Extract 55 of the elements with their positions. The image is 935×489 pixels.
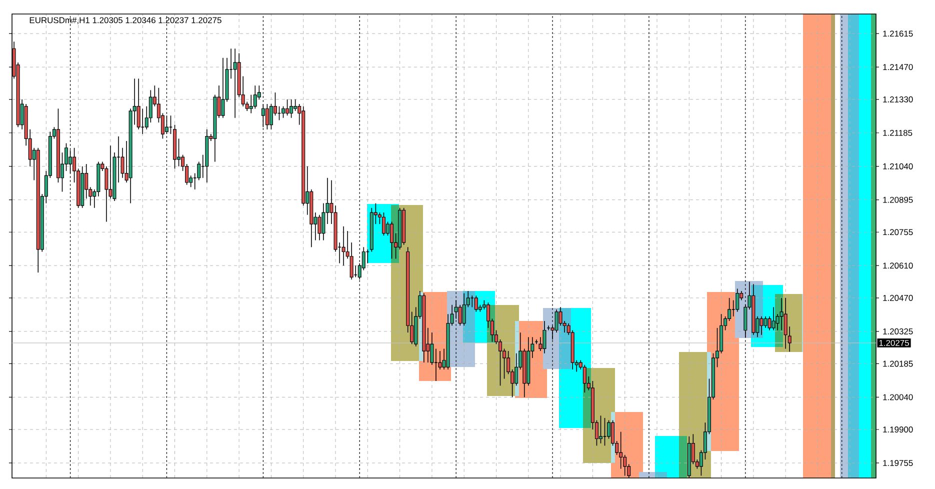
candlestick: [342, 226, 346, 266]
y-tick-label: 1.20040: [883, 394, 913, 400]
y-tick-label: 1.20185: [883, 360, 913, 367]
candlestick: [140, 108, 144, 134]
candlestick: [474, 295, 478, 312]
candlestick: [764, 316, 768, 328]
candlestick: [434, 348, 438, 382]
candlestick: [233, 48, 237, 118]
candlestick: [290, 98, 294, 118]
candlestick: [602, 418, 607, 446]
candlestick: [136, 78, 140, 130]
y-tick-label: 1.20895: [883, 196, 913, 203]
candlestick: [470, 295, 474, 308]
candlestick: [619, 431, 623, 470]
y-tick-label: 1.20470: [883, 294, 913, 301]
candlestick: [784, 298, 788, 350]
candlestick: [607, 420, 611, 440]
candlestick: [322, 202, 326, 241]
candlestick: [168, 115, 173, 134]
candlestick: [546, 325, 550, 331]
y-tick-label: 1.19900: [883, 426, 913, 432]
y-tick-label: 1.20325: [883, 328, 913, 334]
candlestick: [458, 304, 462, 326]
y-tick-label: 1.21615: [883, 30, 913, 37]
candlestick: [772, 306, 776, 331]
candlestick: [221, 57, 225, 118]
candlestick: [542, 320, 546, 354]
candlestick: [286, 98, 290, 116]
candlestick: [598, 415, 602, 444]
candlestick: [462, 292, 466, 326]
y-tick-label: 1.21040: [883, 163, 913, 170]
candlestick: [554, 309, 558, 333]
candlestick: [736, 288, 740, 312]
y-tick-label: 1.19755: [883, 460, 913, 466]
y-tick-label: 1.20755: [883, 229, 913, 236]
candlestick: [265, 104, 269, 130]
candlestick: [760, 316, 764, 336]
y-tick-label: 1.21330: [883, 96, 913, 102]
candlestick: [282, 106, 286, 118]
y-tick-label: 1.21185: [883, 130, 912, 136]
candlestick: [623, 454, 627, 476]
y-tick-label: 1.21470: [883, 64, 913, 70]
ref-line-label: 1.20275: [879, 340, 909, 346]
candlestick: [318, 214, 322, 241]
chart-title: EURUSDm#,H1 1.20305 1.20346 1.20237 1.20275: [30, 17, 222, 24]
candlestick: [294, 98, 298, 112]
y-tick-label: 1.20610: [883, 262, 913, 269]
candlestick: [253, 85, 257, 110]
candlestick: [269, 104, 273, 130]
candlestick: [430, 332, 434, 366]
candlestick: [350, 242, 354, 280]
candlestick: [390, 221, 394, 260]
candlestick: [104, 166, 108, 222]
candlestick: [582, 364, 586, 393]
candlestick: [382, 212, 386, 236]
